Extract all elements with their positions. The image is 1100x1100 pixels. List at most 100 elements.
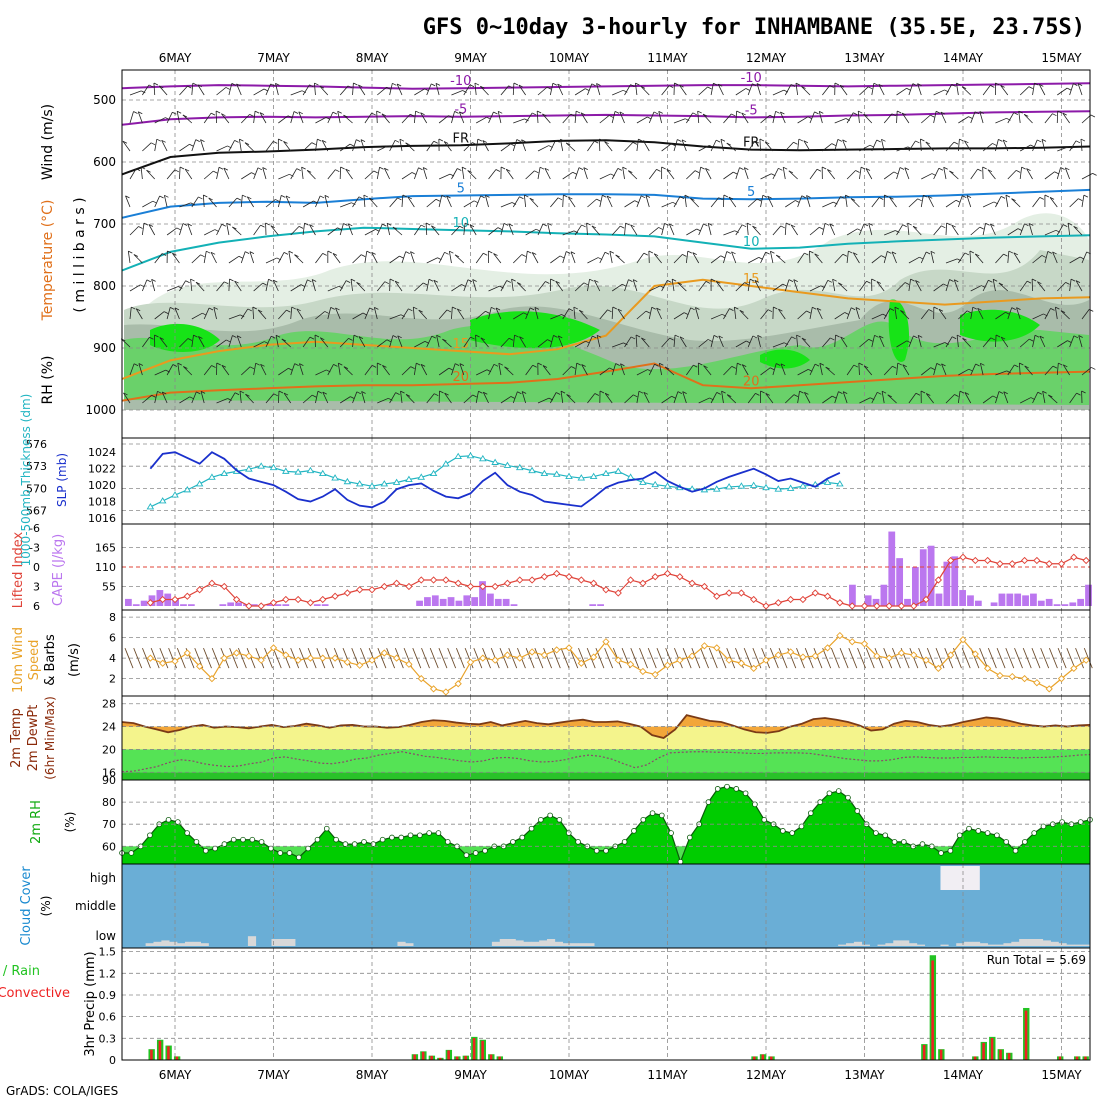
- isotherm-10: [121, 226, 1091, 272]
- wind-barb: [735, 340, 747, 348]
- cape-bar: [510, 604, 518, 606]
- wind-barb: [228, 278, 230, 292]
- wind-barb: [127, 251, 131, 264]
- li-line-marker: [934, 576, 943, 584]
- wind-barb-flag: [1037, 281, 1042, 285]
- pressure-tick: 600: [93, 155, 116, 169]
- wind-barb-flag: [454, 111, 459, 114]
- wind10-speed-line-marker: [208, 674, 216, 683]
- wind-barb: [381, 113, 390, 124]
- wind-barb-flag: [423, 167, 428, 170]
- wind-barb-flag: [746, 222, 752, 226]
- wind-barb: [463, 200, 475, 208]
- wind-barb-flag: [506, 280, 511, 283]
- wind-barb: [216, 398, 228, 404]
- precip-tick: 0.6: [99, 1011, 117, 1024]
- wind-barb-flag: [853, 252, 858, 256]
- wind-barb: [995, 370, 1007, 376]
- wind-barb: [516, 282, 526, 292]
- upper-label-wind: Wind (m/s): [40, 104, 56, 180]
- isotherm-label: FR: [453, 131, 470, 146]
- wind10-speed-line-marker: [971, 650, 979, 658]
- wind-barb: [661, 280, 668, 292]
- wind-barb-flag: [299, 363, 304, 366]
- wind-barb-flag: [838, 282, 843, 286]
- wind-barb-flag: [296, 168, 301, 171]
- cape-bar: [1085, 584, 1092, 606]
- wind-barb-flag: [829, 223, 835, 227]
- wind-barb-flag: [573, 306, 579, 310]
- wind-barb-flag: [728, 196, 734, 200]
- wind-barb-flag: [806, 310, 811, 314]
- wind-barb: [240, 251, 246, 264]
- rh2-marker: [649, 810, 656, 816]
- li-line-marker: [799, 595, 807, 604]
- wind-barb: [537, 397, 550, 404]
- wind-barb: [933, 283, 944, 292]
- thickness-line-marker: [565, 472, 573, 480]
- rh2-unit: (%): [63, 812, 77, 833]
- cape-bar: [132, 604, 140, 606]
- wind-barb: [855, 307, 860, 320]
- wind-barb: [580, 112, 588, 124]
- wind-barb: [129, 111, 134, 124]
- wind-barb: [1041, 139, 1046, 152]
- wind-barb-flag: [544, 167, 550, 171]
- wind-barb: [900, 310, 910, 320]
- wind-barb: [352, 335, 355, 348]
- wind-barb-flag: [726, 251, 731, 254]
- wind-barb-flag: [837, 139, 843, 142]
- wind-barb-flag: [161, 253, 167, 256]
- wind-barb-flag: [189, 143, 194, 147]
- wind-barb: [1013, 252, 1021, 264]
- wind10-speed-line-marker: [1033, 679, 1041, 687]
- wind-barb-flag: [444, 251, 449, 255]
- wind-barb: [401, 195, 404, 208]
- wind-barb: [1078, 335, 1083, 348]
- wind-barb-flag: [744, 282, 749, 286]
- wind10-speed-line-marker: [873, 652, 881, 660]
- wind-barb: [480, 337, 489, 348]
- wind-barb: [735, 363, 738, 376]
- wind10-barb: [717, 647, 727, 669]
- wind-barb-flag: [240, 314, 245, 318]
- wind-barb-flag: [988, 279, 993, 283]
- wind-barb: [1019, 280, 1028, 292]
- wind-barb: [896, 167, 901, 180]
- wind-barb: [949, 170, 959, 180]
- wind-barb-flag: [645, 310, 651, 314]
- wind-barb-flag: [1047, 250, 1052, 254]
- wind-barb-flag: [483, 391, 488, 395]
- wind-barb-flag: [257, 167, 263, 171]
- wind-barb-flag: [281, 338, 286, 342]
- wind-barb: [396, 83, 403, 96]
- rh2-marker: [556, 816, 563, 823]
- wind-barb-flag: [739, 167, 744, 170]
- wind-barb: [566, 394, 576, 404]
- wind-barb: [451, 111, 455, 124]
- wind-barb-flag: [322, 140, 327, 143]
- wind10-speed-line-marker: [171, 657, 179, 665]
- rh2-marker: [1040, 823, 1047, 830]
- wind-barb-flag: [573, 230, 579, 234]
- wind-barb-flag: [801, 195, 806, 199]
- cloud-low-bar: [177, 943, 186, 946]
- cloud-low-bar: [507, 939, 516, 946]
- wind-barb-flag: [542, 113, 547, 117]
- thickness-line-marker: [195, 480, 204, 487]
- wind-barb: [809, 307, 813, 320]
- precip-tick: 0: [109, 1054, 116, 1067]
- wind-barb: [498, 363, 502, 376]
- rh2-marker: [835, 788, 842, 794]
- wind-barb-flag: [671, 395, 676, 399]
- wind-barb: [523, 195, 527, 208]
- wind10-barb: [987, 647, 997, 669]
- wind-barb: [1069, 279, 1072, 292]
- wind-barb: [801, 337, 811, 348]
- wind-barb: [389, 255, 400, 264]
- wind-barb-flag: [521, 254, 526, 257]
- wind-barb-flag: [270, 225, 275, 229]
- wind-barb: [1081, 251, 1088, 264]
- wind-barb-flag: [630, 336, 636, 340]
- wind-barb: [945, 199, 957, 208]
